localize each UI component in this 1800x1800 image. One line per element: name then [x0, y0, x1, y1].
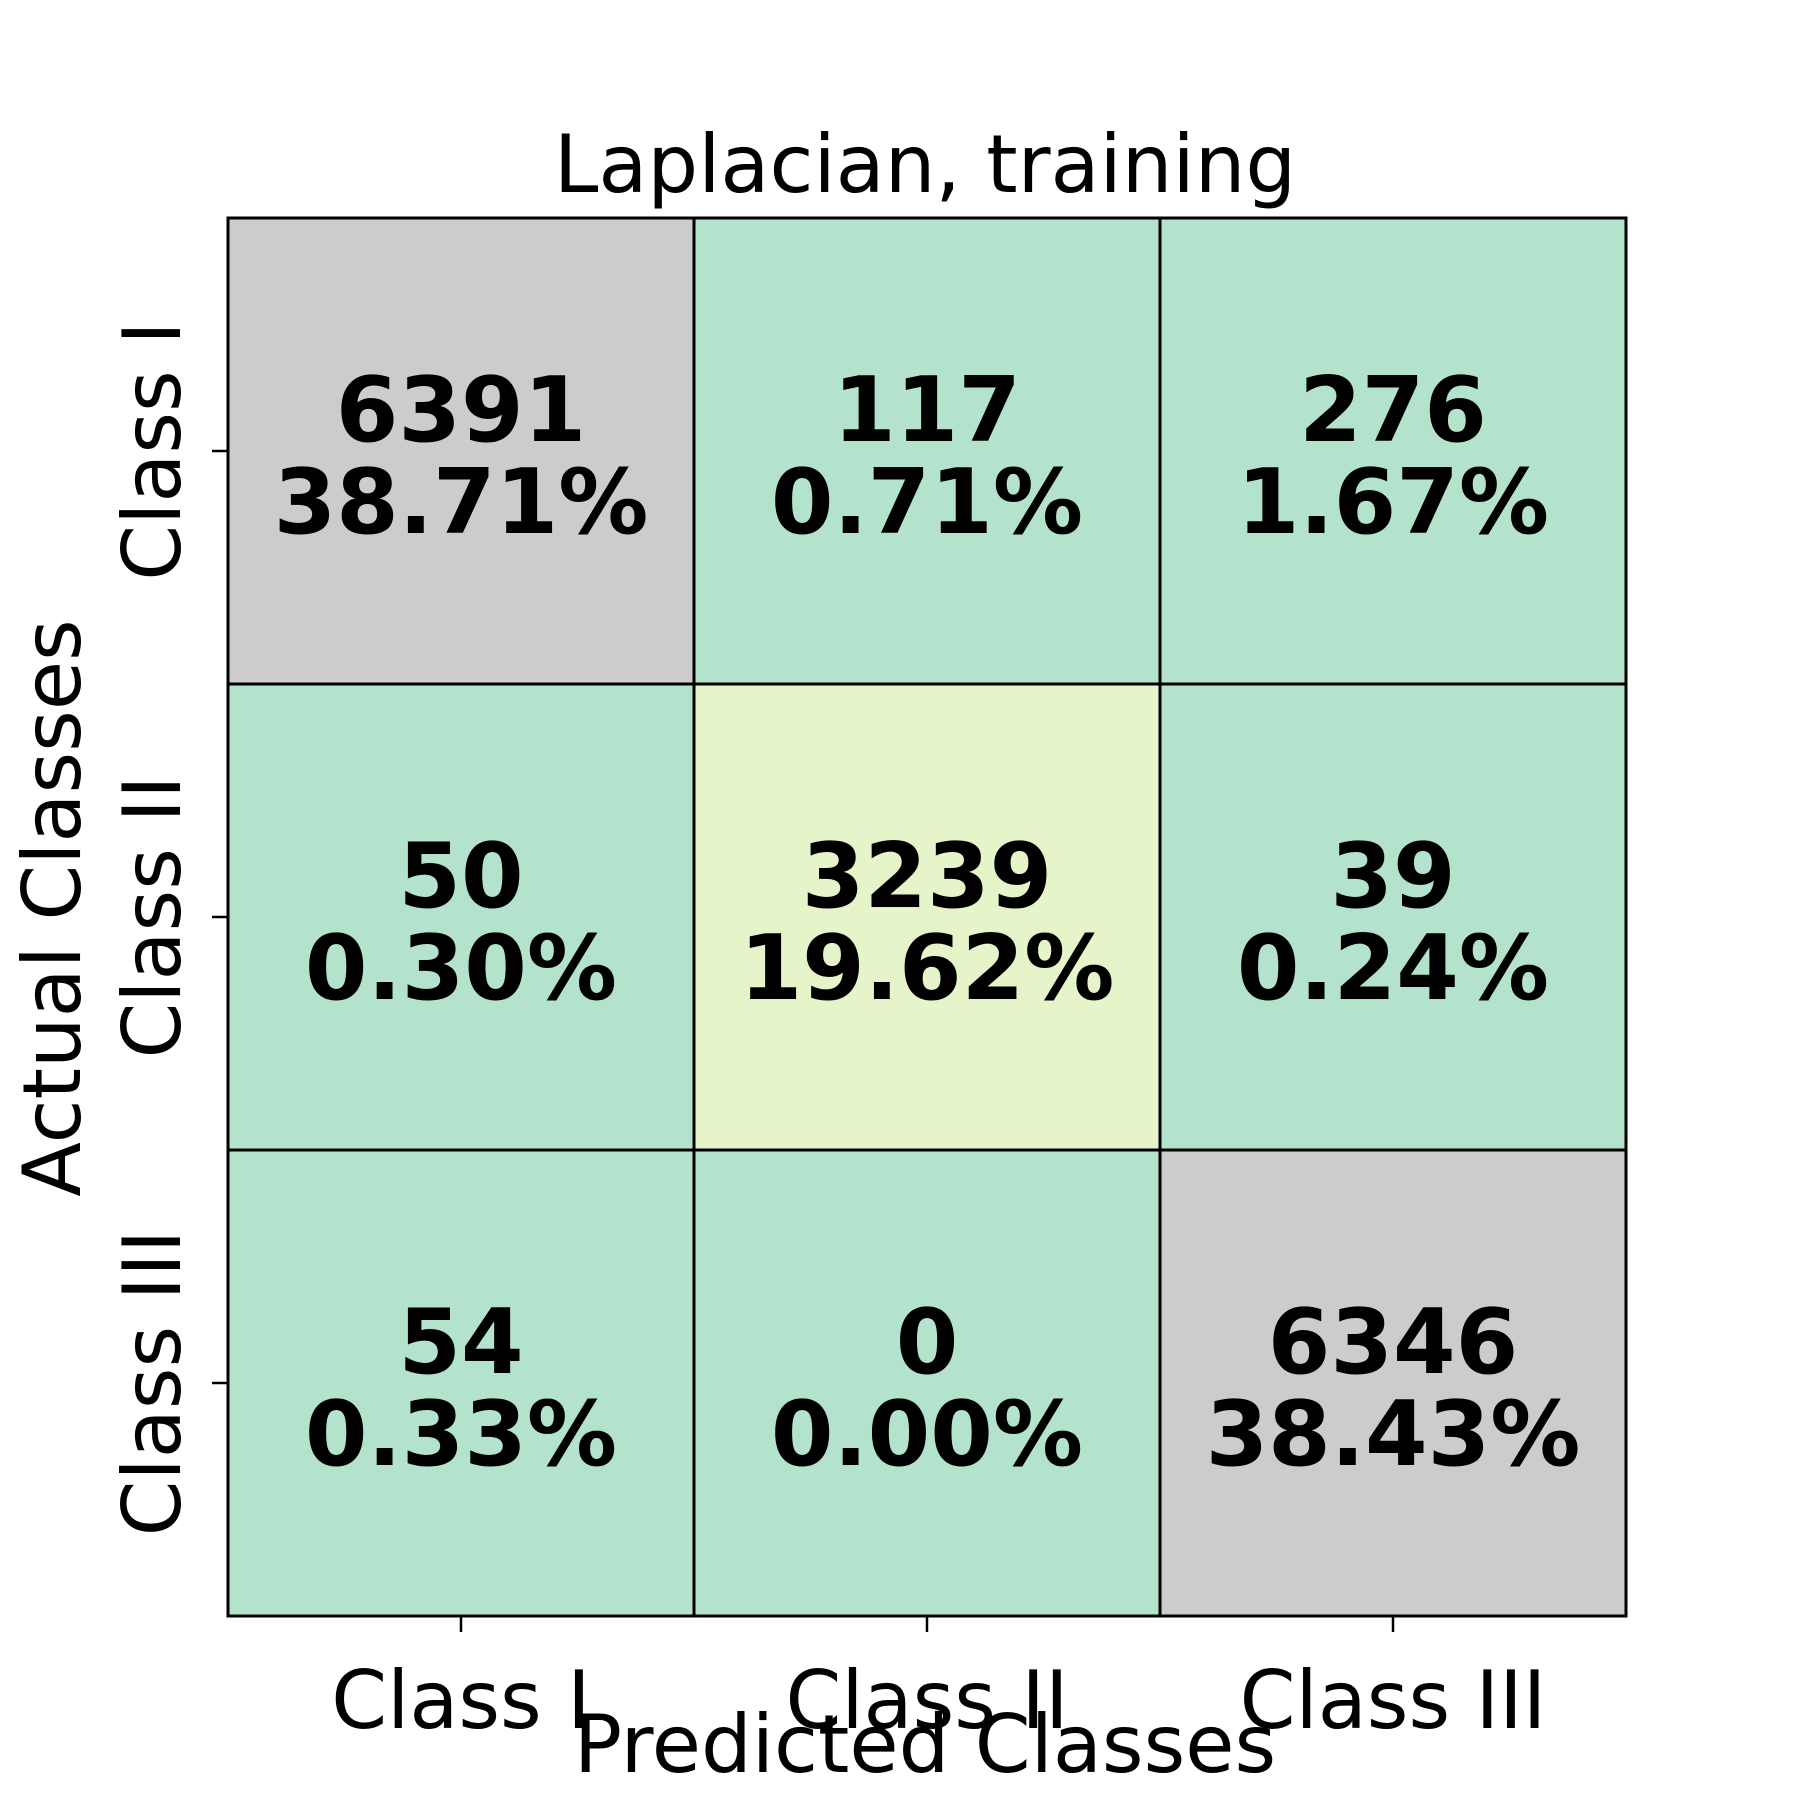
x-tick-label: Class III [1240, 1654, 1547, 1747]
matrix-cell-r0-c2 [1158, 216, 1628, 686]
cell-count-r2-c1: 0 [896, 1290, 959, 1395]
matrix-cell-r2-c1 [692, 1148, 1162, 1618]
cell-count-r1-c2: 39 [1330, 824, 1455, 929]
cell-percent-r0-c2: 1.67% [1237, 450, 1549, 555]
matrix-cell-r0-c0 [226, 216, 696, 686]
cell-count-r1-c1: 3239 [802, 824, 1053, 929]
cell-count-r1-c0: 50 [398, 824, 523, 929]
x-tick-label: Class II [785, 1654, 1068, 1747]
cell-count-r0-c0: 6391 [336, 358, 587, 463]
cell-percent-r0-c1: 0.71% [771, 450, 1083, 555]
cell-percent-r2-c0: 0.33% [305, 1382, 617, 1487]
matrix-cell-r1-c2 [1158, 682, 1628, 1152]
cell-percent-r1-c1: 19.62% [740, 916, 1115, 1021]
matrix-cell-r1-c1 [692, 682, 1162, 1152]
cell-percent-r0-c0: 38.71% [274, 450, 649, 555]
cell-count-r0-c1: 117 [833, 358, 1021, 463]
axis-ticks: Class I Class II Class III Class I Class II C… [106, 321, 1546, 1747]
chart-title: Laplacian, training [554, 118, 1296, 211]
cell-percent-r2-c1: 0.00% [771, 1382, 1083, 1487]
x-tick-label: Class I [331, 1654, 591, 1747]
x-axis-title: Predicted Classes [574, 1698, 1276, 1791]
cell-percent-r1-c2: 0.24% [1237, 916, 1549, 1021]
matrix-cell-r1-c0 [226, 682, 696, 1152]
cell-count-r0-c2: 276 [1299, 358, 1487, 463]
y-tick-label: Class II [106, 775, 199, 1058]
cell-count-r2-c0: 54 [398, 1290, 523, 1395]
matrix-cell-r0-c1 [692, 216, 1162, 686]
y-axis-title: Actual Classes [6, 619, 99, 1196]
y-tick-label: Class I [106, 321, 199, 581]
cell-percent-r2-c2: 38.43% [1206, 1382, 1581, 1487]
y-tick-label: Class III [106, 1230, 199, 1537]
matrix-cell-r2-c0 [226, 1148, 696, 1618]
cell-percent-r1-c0: 0.30% [305, 916, 617, 1021]
cell-count-r2-c2: 6346 [1268, 1290, 1519, 1395]
